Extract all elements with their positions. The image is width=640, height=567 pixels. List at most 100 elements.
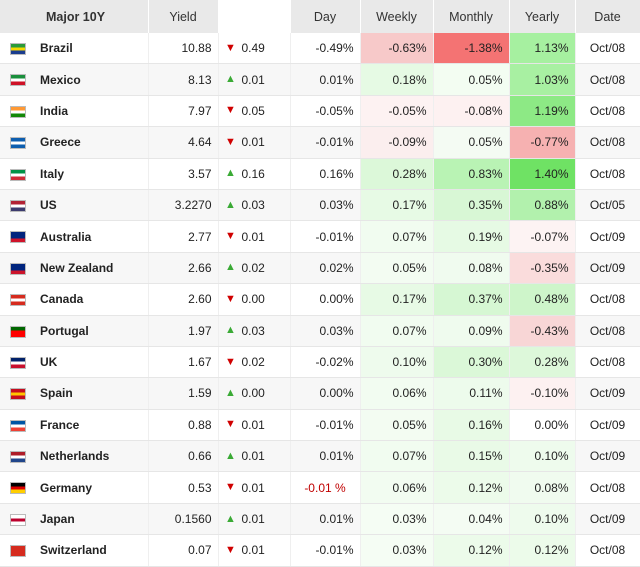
change-cell: ▲ 0.03 xyxy=(218,315,291,347)
country-name[interactable]: UK xyxy=(34,346,149,379)
yield-value: 0.53 xyxy=(148,471,219,504)
table-row[interactable]: Mexico 8.13 ▲ 0.01 0.01% 0.18% 0.05% 1.03% Oct/0… xyxy=(0,63,640,96)
yearly-change: -0.10% xyxy=(509,377,576,410)
flag-cell xyxy=(0,126,34,159)
flag-cell xyxy=(0,63,34,96)
country-name[interactable]: Spain xyxy=(34,377,149,410)
date-value: Oct/08 xyxy=(575,283,640,316)
table-row[interactable]: Netherlands 0.66 ▲ 0.01 0.01% 0.07% 0.15% 0.10%… xyxy=(0,440,640,473)
day-change: 0.01% xyxy=(290,63,361,96)
table-header-row: Major 10Y Yield Day Weekly Monthly Yearl… xyxy=(0,0,640,33)
day-change: -0.01% xyxy=(290,534,361,567)
country-name[interactable]: Portugal xyxy=(34,315,149,347)
table-row[interactable]: India 7.97 ▼ 0.05 -0.05% -0.05% -0.08% 1.19% Oct… xyxy=(0,95,640,128)
day-change: -0.01% xyxy=(290,126,361,159)
monthly-change: 0.08% xyxy=(433,252,510,285)
monthly-change: 0.15% xyxy=(433,440,510,473)
header-date[interactable]: Date xyxy=(575,0,640,33)
day-change: -0.01% xyxy=(290,409,361,442)
flag-cell xyxy=(0,534,34,567)
table-row[interactable]: UK 1.67 ▼ 0.02 -0.02% 0.10% 0.30% 0.28% Oct/08 xyxy=(0,346,640,379)
country-name[interactable]: Germany xyxy=(34,471,149,504)
weekly-change: 0.28% xyxy=(360,158,434,190)
day-change: 0.01% xyxy=(290,440,361,473)
arrow-down-icon: ▼ xyxy=(225,355,236,368)
weekly-change: 0.07% xyxy=(360,315,434,347)
change-value: 0.01 xyxy=(241,417,265,432)
country-name[interactable]: Australia xyxy=(34,220,149,253)
table-row[interactable]: Japan 0.1560 ▲ 0.01 0.01% 0.03% 0.04% 0.10% Oct/… xyxy=(0,503,640,536)
yearly-change: 0.28% xyxy=(509,346,576,379)
japan-flag-icon xyxy=(10,513,26,526)
table-row[interactable]: France 0.88 ▼ 0.01 -0.01% 0.05% 0.16% 0.00% Oct/… xyxy=(0,409,640,442)
france-flag-icon xyxy=(10,419,26,432)
table-row[interactable]: Germany 0.53 ▼ 0.01 -0.01 % 0.06% 0.12% 0.08% Oc… xyxy=(0,471,640,504)
country-name[interactable]: Italy xyxy=(34,158,149,190)
flag-cell xyxy=(0,283,34,316)
table-row[interactable]: Greece 4.64 ▼ 0.01 -0.01% -0.09% 0.05% -0.77% Oc… xyxy=(0,126,640,159)
day-change: 0.02% xyxy=(290,252,361,285)
country-name[interactable]: US xyxy=(34,189,149,222)
yield-value: 4.64 xyxy=(148,126,219,159)
table-row[interactable]: US 3.2270 ▲ 0.03 0.03% 0.17% 0.35% 0.88% Oct/05 xyxy=(0,189,640,222)
change-cell: ▼ 0.01 xyxy=(218,220,291,253)
country-name[interactable]: Canada xyxy=(34,283,149,316)
header-yearly[interactable]: Yearly xyxy=(509,0,576,33)
yearly-change: 1.13% xyxy=(509,33,576,65)
yearly-change: 0.12% xyxy=(509,534,576,567)
table-row[interactable]: Switzerland 0.07 ▼ 0.01 -0.01% 0.03% 0.12% 0.12… xyxy=(0,534,640,567)
country-name[interactable]: Mexico xyxy=(34,63,149,96)
monthly-change: 0.12% xyxy=(433,471,510,504)
table-row[interactable]: Canada 2.60 ▼ 0.00 0.00% 0.17% 0.37% 0.48% Oct/0… xyxy=(0,283,640,316)
change-cell: ▲ 0.01 xyxy=(218,63,291,96)
day-change: 0.00% xyxy=(290,377,361,410)
header-day[interactable]: Day xyxy=(290,0,361,33)
table-row[interactable]: Italy 3.57 ▲ 0.16 0.16% 0.28% 0.83% 1.40% Oct/08 xyxy=(0,158,640,190)
header-country[interactable]: Major 10Y xyxy=(0,0,149,33)
weekly-change: 0.05% xyxy=(360,409,434,442)
yield-value: 2.60 xyxy=(148,283,219,316)
change-cell: ▼ 0.49 xyxy=(218,33,291,65)
yield-value: 1.59 xyxy=(148,377,219,410)
date-value: Oct/08 xyxy=(575,33,640,65)
day-change: -0.49% xyxy=(290,33,361,65)
change-value: 0.02 xyxy=(241,355,265,370)
change-value: 0.01 xyxy=(241,229,265,244)
flag-cell xyxy=(0,346,34,379)
table-row[interactable]: Portugal 1.97 ▲ 0.03 0.03% 0.07% 0.09% -0.43% Oc… xyxy=(0,315,640,347)
table-row[interactable]: New Zealand 2.66 ▲ 0.02 0.02% 0.05% 0.08% -0.35… xyxy=(0,252,640,285)
country-name[interactable]: India xyxy=(34,95,149,128)
monthly-change: -1.38% xyxy=(433,33,510,65)
country-name[interactable]: New Zealand xyxy=(34,252,149,285)
weekly-change: 0.17% xyxy=(360,283,434,316)
germany-flag-icon xyxy=(10,482,26,495)
australia-flag-icon xyxy=(10,231,26,244)
country-name[interactable]: Greece xyxy=(34,126,149,159)
flag-cell xyxy=(0,471,34,504)
date-value: Oct/08 xyxy=(575,471,640,504)
yearly-change: -0.35% xyxy=(509,252,576,285)
header-monthly[interactable]: Monthly xyxy=(433,0,510,33)
switzerland-flag-icon xyxy=(10,545,26,558)
header-yield[interactable]: Yield xyxy=(148,0,219,33)
change-value: 0.01 xyxy=(241,72,265,87)
country-name[interactable]: Netherlands xyxy=(34,440,149,473)
country-name[interactable]: Switzerland xyxy=(34,534,149,567)
country-name[interactable]: Brazil xyxy=(34,33,149,65)
date-value: Oct/09 xyxy=(575,440,640,473)
weekly-change: 0.07% xyxy=(360,220,434,253)
yearly-change: 0.08% xyxy=(509,471,576,504)
header-weekly[interactable]: Weekly xyxy=(360,0,434,33)
change-cell: ▲ 0.01 xyxy=(218,440,291,473)
header-change xyxy=(218,0,291,33)
day-change: 0.03% xyxy=(290,315,361,347)
change-cell: ▼ 0.05 xyxy=(218,95,291,128)
table-row[interactable]: Spain 1.59 ▲ 0.00 0.00% 0.06% 0.11% -0.10% Oct/0… xyxy=(0,377,640,410)
table-row[interactable]: Brazil 10.88 ▼ 0.49 -0.49% -0.63% -1.38% 1.13% O… xyxy=(0,33,640,65)
table-row[interactable]: Australia 2.77 ▼ 0.01 -0.01% 0.07% 0.19% -0.07%… xyxy=(0,220,640,253)
weekly-change: 0.05% xyxy=(360,252,434,285)
yield-value: 0.88 xyxy=(148,409,219,442)
country-name[interactable]: Japan xyxy=(34,503,149,536)
country-name[interactable]: France xyxy=(34,409,149,442)
uk-flag-icon xyxy=(10,356,26,369)
